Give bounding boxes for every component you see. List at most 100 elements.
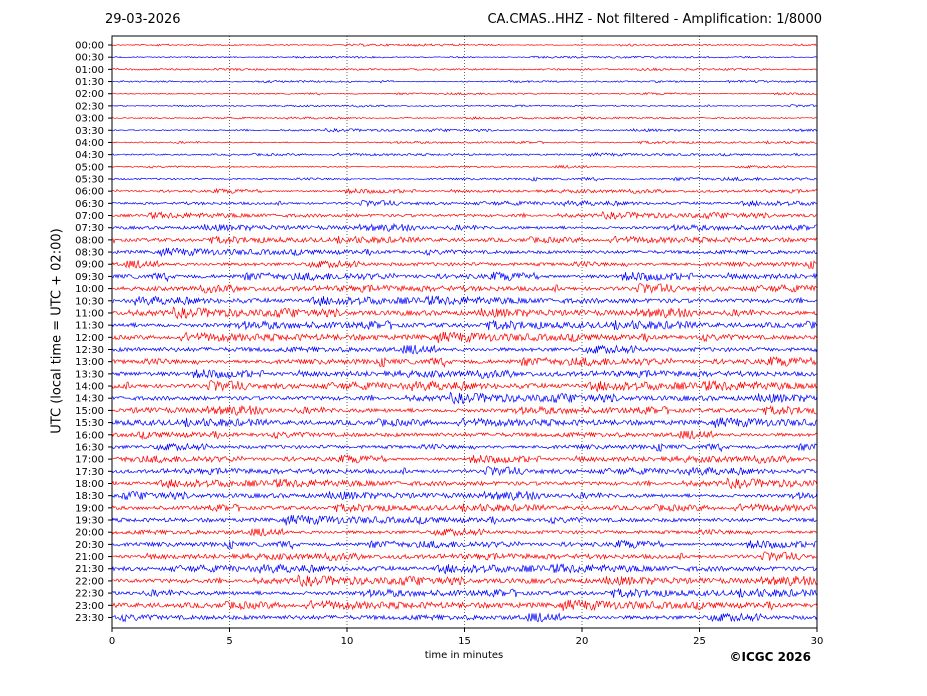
y-tick-label: 10:00 [75, 284, 104, 295]
trace-0930 [111, 271, 818, 283]
trace-0230 [111, 104, 818, 108]
y-tick-label: 12:00 [75, 333, 104, 344]
y-tick-label: 12:30 [75, 345, 104, 356]
y-tick-label: 19:30 [75, 516, 104, 527]
y-tick-label: 20:30 [75, 540, 104, 551]
y-tick-label: 22:30 [75, 589, 104, 600]
trace-0530 [111, 176, 818, 182]
x-tick-label: 30 [811, 636, 824, 647]
y-tick-label: 16:30 [75, 442, 104, 453]
trace-rows [111, 43, 818, 623]
trace-1700 [111, 454, 818, 464]
y-tick-label: 22:00 [75, 576, 104, 587]
trace-1500 [111, 405, 818, 416]
trace-1230 [111, 344, 818, 355]
x-tick-label: 5 [226, 636, 232, 647]
y-tick-label: 15:30 [75, 418, 104, 429]
y-tick-label: 05:00 [75, 162, 104, 173]
trace-0000 [111, 43, 818, 47]
trace-0030 [111, 55, 818, 59]
x-tick-label: 20 [576, 636, 589, 647]
y-tick-label: 14:30 [75, 394, 104, 405]
x-tick-label: 25 [693, 636, 706, 647]
trace-0730 [111, 222, 818, 232]
trace-2300 [111, 599, 818, 612]
trace-0100 [111, 67, 818, 72]
y-tick-label: 00:30 [75, 53, 104, 64]
y-tick-label: 15:00 [75, 406, 104, 417]
trace-1330 [111, 369, 818, 379]
trace-1830 [111, 490, 818, 501]
trace-0900 [111, 259, 818, 269]
y-tick-label: 07:00 [75, 211, 104, 222]
chart-title: CA.CMAS..HHZ - Not filtered - Amplificat… [487, 12, 822, 27]
y-tick-label: 23:30 [75, 613, 104, 624]
trace-1930 [111, 515, 818, 526]
copyright-label: ©ICGC 2026 [729, 650, 811, 664]
trace-2130 [111, 563, 818, 575]
y-tick-label: 07:30 [75, 223, 104, 234]
trace-2030 [111, 539, 818, 550]
y-tick-label: 13:00 [75, 357, 104, 368]
y-tick-label: 08:30 [75, 248, 104, 259]
trace-1400 [111, 380, 818, 393]
y-tick-label: 14:00 [75, 382, 104, 393]
trace-2100 [111, 551, 818, 562]
trace-0700 [111, 211, 818, 220]
trace-0330 [111, 127, 818, 133]
plot-frame [111, 35, 818, 629]
y-tick-label: 06:30 [75, 199, 104, 210]
trace-0130 [111, 79, 818, 84]
trace-1130 [111, 319, 818, 331]
y-tick-label: 18:30 [75, 491, 104, 502]
y-tick-label: 11:00 [75, 308, 104, 319]
y-tick-label: 06:00 [75, 187, 104, 198]
y-tick-label: 04:00 [75, 138, 104, 149]
trace-1430 [111, 391, 818, 405]
date-label: 29-03-2026 [105, 12, 181, 27]
trace-0830 [111, 247, 818, 257]
trace-1530 [111, 417, 818, 428]
trace-0630 [111, 199, 818, 208]
y-tick-label: 09:00 [75, 260, 104, 271]
trace-2000 [111, 527, 818, 537]
trace-1100 [111, 306, 818, 320]
trace-0600 [111, 187, 818, 195]
y-tick-label: 05:30 [75, 174, 104, 185]
trace-2330 [111, 612, 818, 623]
trace-0500 [111, 164, 818, 169]
x-tick-label: 15 [458, 636, 471, 647]
y-tick-label: 17:30 [75, 467, 104, 478]
y-tick-label: 00:00 [75, 41, 104, 52]
trace-1200 [111, 331, 818, 344]
y-tick-label: 01:30 [75, 77, 104, 88]
y-tick-label: 04:30 [75, 150, 104, 161]
x-ticks: 0 5 10 15 20 25 30 [109, 628, 824, 647]
trace-0200 [111, 91, 818, 96]
grid-lines [229, 36, 700, 628]
trace-1800 [111, 477, 818, 490]
trace-1630 [111, 442, 818, 453]
y-tick-label: 03:00 [75, 114, 104, 125]
trace-1300 [111, 356, 818, 369]
y-tick-label: 17:00 [75, 455, 104, 466]
y-tick-label: 10:30 [75, 296, 104, 307]
y-tick-label: 21:00 [75, 552, 104, 563]
x-tick-label: 10 [341, 636, 354, 647]
y-tick-label: 20:00 [75, 528, 104, 539]
y-tick-label: 13:30 [75, 369, 104, 380]
y-tick-label: 16:00 [75, 430, 104, 441]
y-tick-label: 02:00 [75, 89, 104, 100]
trace-1000 [111, 283, 818, 294]
x-tick-label: 0 [109, 636, 115, 647]
y-tick-label: 09:30 [75, 272, 104, 283]
trace-0800 [111, 235, 818, 245]
trace-2200 [111, 574, 818, 588]
y-tick-label: 19:00 [75, 503, 104, 514]
y-tick-label: 01:00 [75, 65, 104, 76]
trace-1900 [111, 502, 818, 513]
y-tick-label: 02:30 [75, 101, 104, 112]
trace-0300 [111, 116, 818, 120]
